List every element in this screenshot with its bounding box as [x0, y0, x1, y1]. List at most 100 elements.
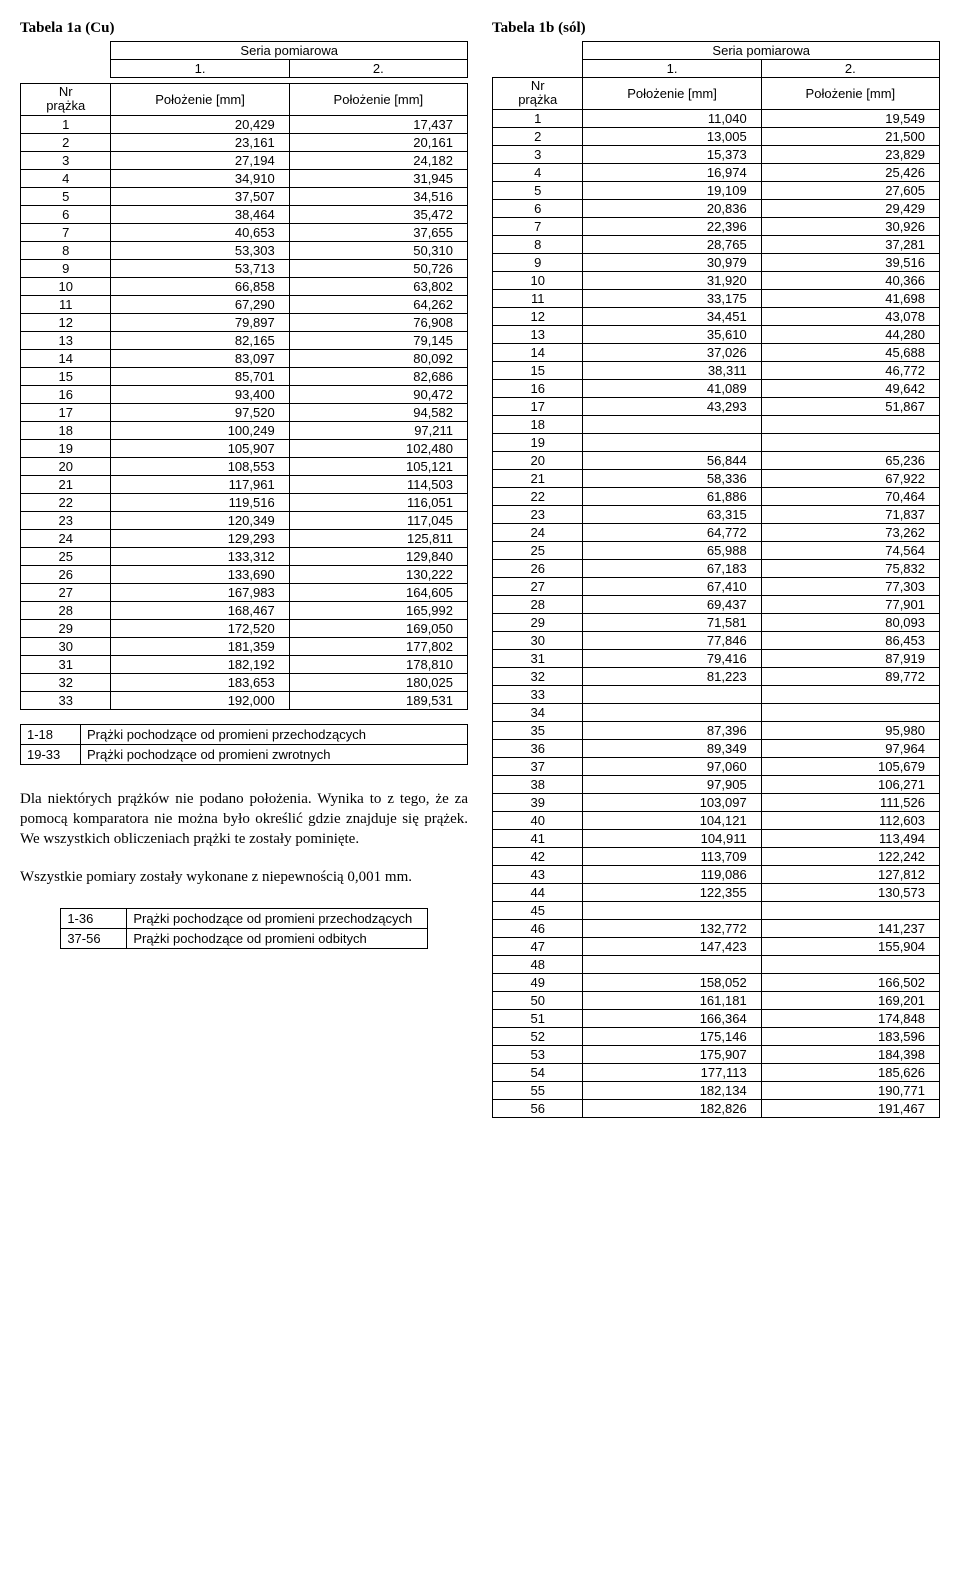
- table-row: 56182,826191,467: [493, 1099, 940, 1117]
- cell-value: 100,249: [111, 421, 289, 439]
- table-row: 434,91031,945: [21, 169, 468, 187]
- page-columns: Tabela 1a (Cu) Seria pomiarowa 1. 2. Nr …: [20, 20, 940, 1118]
- cell-value: 105,121: [289, 457, 467, 475]
- table-row: 55182,134190,771: [493, 1081, 940, 1099]
- cell-value: 82,686: [289, 367, 467, 385]
- table-row: 32183,653180,025: [21, 673, 468, 691]
- table-row: 53175,907184,398: [493, 1045, 940, 1063]
- cell-value: 119,516: [111, 493, 289, 511]
- cell-value: 178,810: [289, 655, 467, 673]
- cell-value: [761, 703, 939, 721]
- cell-value: 79,145: [289, 331, 467, 349]
- row-hdr-b2: prążka: [518, 92, 557, 107]
- cell-value: 180,025: [289, 673, 467, 691]
- row-index: 10: [21, 277, 111, 295]
- cell-value: 89,772: [761, 667, 939, 685]
- row-index: 3: [493, 145, 583, 163]
- cell-value: 40,653: [111, 223, 289, 241]
- cell-value: 37,281: [761, 235, 939, 253]
- cell-value: 53,303: [111, 241, 289, 259]
- row-index: 10: [493, 271, 583, 289]
- cell-value: 169,201: [761, 991, 939, 1009]
- measure-label-a1: Położenie [mm]: [111, 84, 289, 116]
- row-hdr-a1: Nr: [59, 84, 73, 99]
- row-index: 9: [21, 259, 111, 277]
- row-index: 30: [493, 631, 583, 649]
- cell-value: 23,161: [111, 133, 289, 151]
- row-index: 21: [493, 469, 583, 487]
- row-index: 5: [493, 181, 583, 199]
- row-index: 11: [493, 289, 583, 307]
- row-index: 34: [493, 703, 583, 721]
- cell-value: 147,423: [583, 937, 761, 955]
- row-index: 47: [493, 937, 583, 955]
- table-row: 47147,423155,904: [493, 937, 940, 955]
- row-index: 11: [21, 295, 111, 313]
- table-row: 1234,45143,078: [493, 307, 940, 325]
- legend-row: 1-18Prążki pochodzące od promieni przech…: [21, 724, 468, 744]
- cell-value: 41,698: [761, 289, 939, 307]
- legend-range: 1-18: [21, 724, 81, 744]
- cell-value: 161,181: [583, 991, 761, 1009]
- measure-label-b2: Położenie [mm]: [761, 78, 939, 110]
- cell-value: 71,581: [583, 613, 761, 631]
- row-index: 12: [493, 307, 583, 325]
- table-b-title: Tabela 1b (sól): [492, 20, 940, 37]
- cell-value: 114,503: [289, 475, 467, 493]
- measure-label-a2: Położenie [mm]: [289, 84, 467, 116]
- table-row: 34: [493, 703, 940, 721]
- cell-value: 86,453: [761, 631, 939, 649]
- cell-value: 35,472: [289, 205, 467, 223]
- cell-value: 97,905: [583, 775, 761, 793]
- cell-value: 20,836: [583, 199, 761, 217]
- cell-value: 177,113: [583, 1063, 761, 1081]
- cell-value: 41,089: [583, 379, 761, 397]
- table-row: 1585,70182,686: [21, 367, 468, 385]
- cell-value: 97,964: [761, 739, 939, 757]
- table-row: 953,71350,726: [21, 259, 468, 277]
- row-index: 4: [21, 169, 111, 187]
- cell-value: 67,183: [583, 559, 761, 577]
- cell-value: 104,121: [583, 811, 761, 829]
- table-row: 1641,08949,642: [493, 379, 940, 397]
- cell-value: 97,060: [583, 757, 761, 775]
- cell-value: 155,904: [761, 937, 939, 955]
- cell-value: 73,262: [761, 523, 939, 541]
- legend-text: Prążki pochodzące od promieni odbitych: [127, 928, 427, 948]
- table-row: 111,04019,549: [493, 109, 940, 127]
- table-row: 213,00521,500: [493, 127, 940, 145]
- row-index: 2: [21, 133, 111, 151]
- table-row: 2261,88670,464: [493, 487, 940, 505]
- cell-value: 117,045: [289, 511, 467, 529]
- row-index: 8: [493, 235, 583, 253]
- table-row: 1335,61044,280: [493, 325, 940, 343]
- table-row: 2767,41077,303: [493, 577, 940, 595]
- cell-value: 185,626: [761, 1063, 939, 1081]
- row-index: 2: [493, 127, 583, 145]
- row-index: 23: [21, 511, 111, 529]
- cell-value: 43,293: [583, 397, 761, 415]
- row-index: 3: [21, 151, 111, 169]
- table-row: 26133,690130,222: [21, 565, 468, 583]
- cell-value: 24,182: [289, 151, 467, 169]
- cell-value: 94,582: [289, 403, 467, 421]
- cell-value: 85,701: [111, 367, 289, 385]
- cell-value: 104,911: [583, 829, 761, 847]
- cell-value: 20,161: [289, 133, 467, 151]
- table-row: 223,16120,161: [21, 133, 468, 151]
- table-row: 2363,31571,837: [493, 505, 940, 523]
- row-index: 24: [21, 529, 111, 547]
- table-row: 120,42917,437: [21, 115, 468, 133]
- cell-value: 80,092: [289, 349, 467, 367]
- table-row: 1167,29064,262: [21, 295, 468, 313]
- table-row: 1437,02645,688: [493, 343, 940, 361]
- table-row: 19: [493, 433, 940, 451]
- row-index: 44: [493, 883, 583, 901]
- table-row: 27167,983164,605: [21, 583, 468, 601]
- row-index: 32: [21, 673, 111, 691]
- row-index: 54: [493, 1063, 583, 1081]
- row-index: 49: [493, 973, 583, 991]
- cell-value: 127,812: [761, 865, 939, 883]
- cell-value: 87,919: [761, 649, 939, 667]
- cell-value: 34,516: [289, 187, 467, 205]
